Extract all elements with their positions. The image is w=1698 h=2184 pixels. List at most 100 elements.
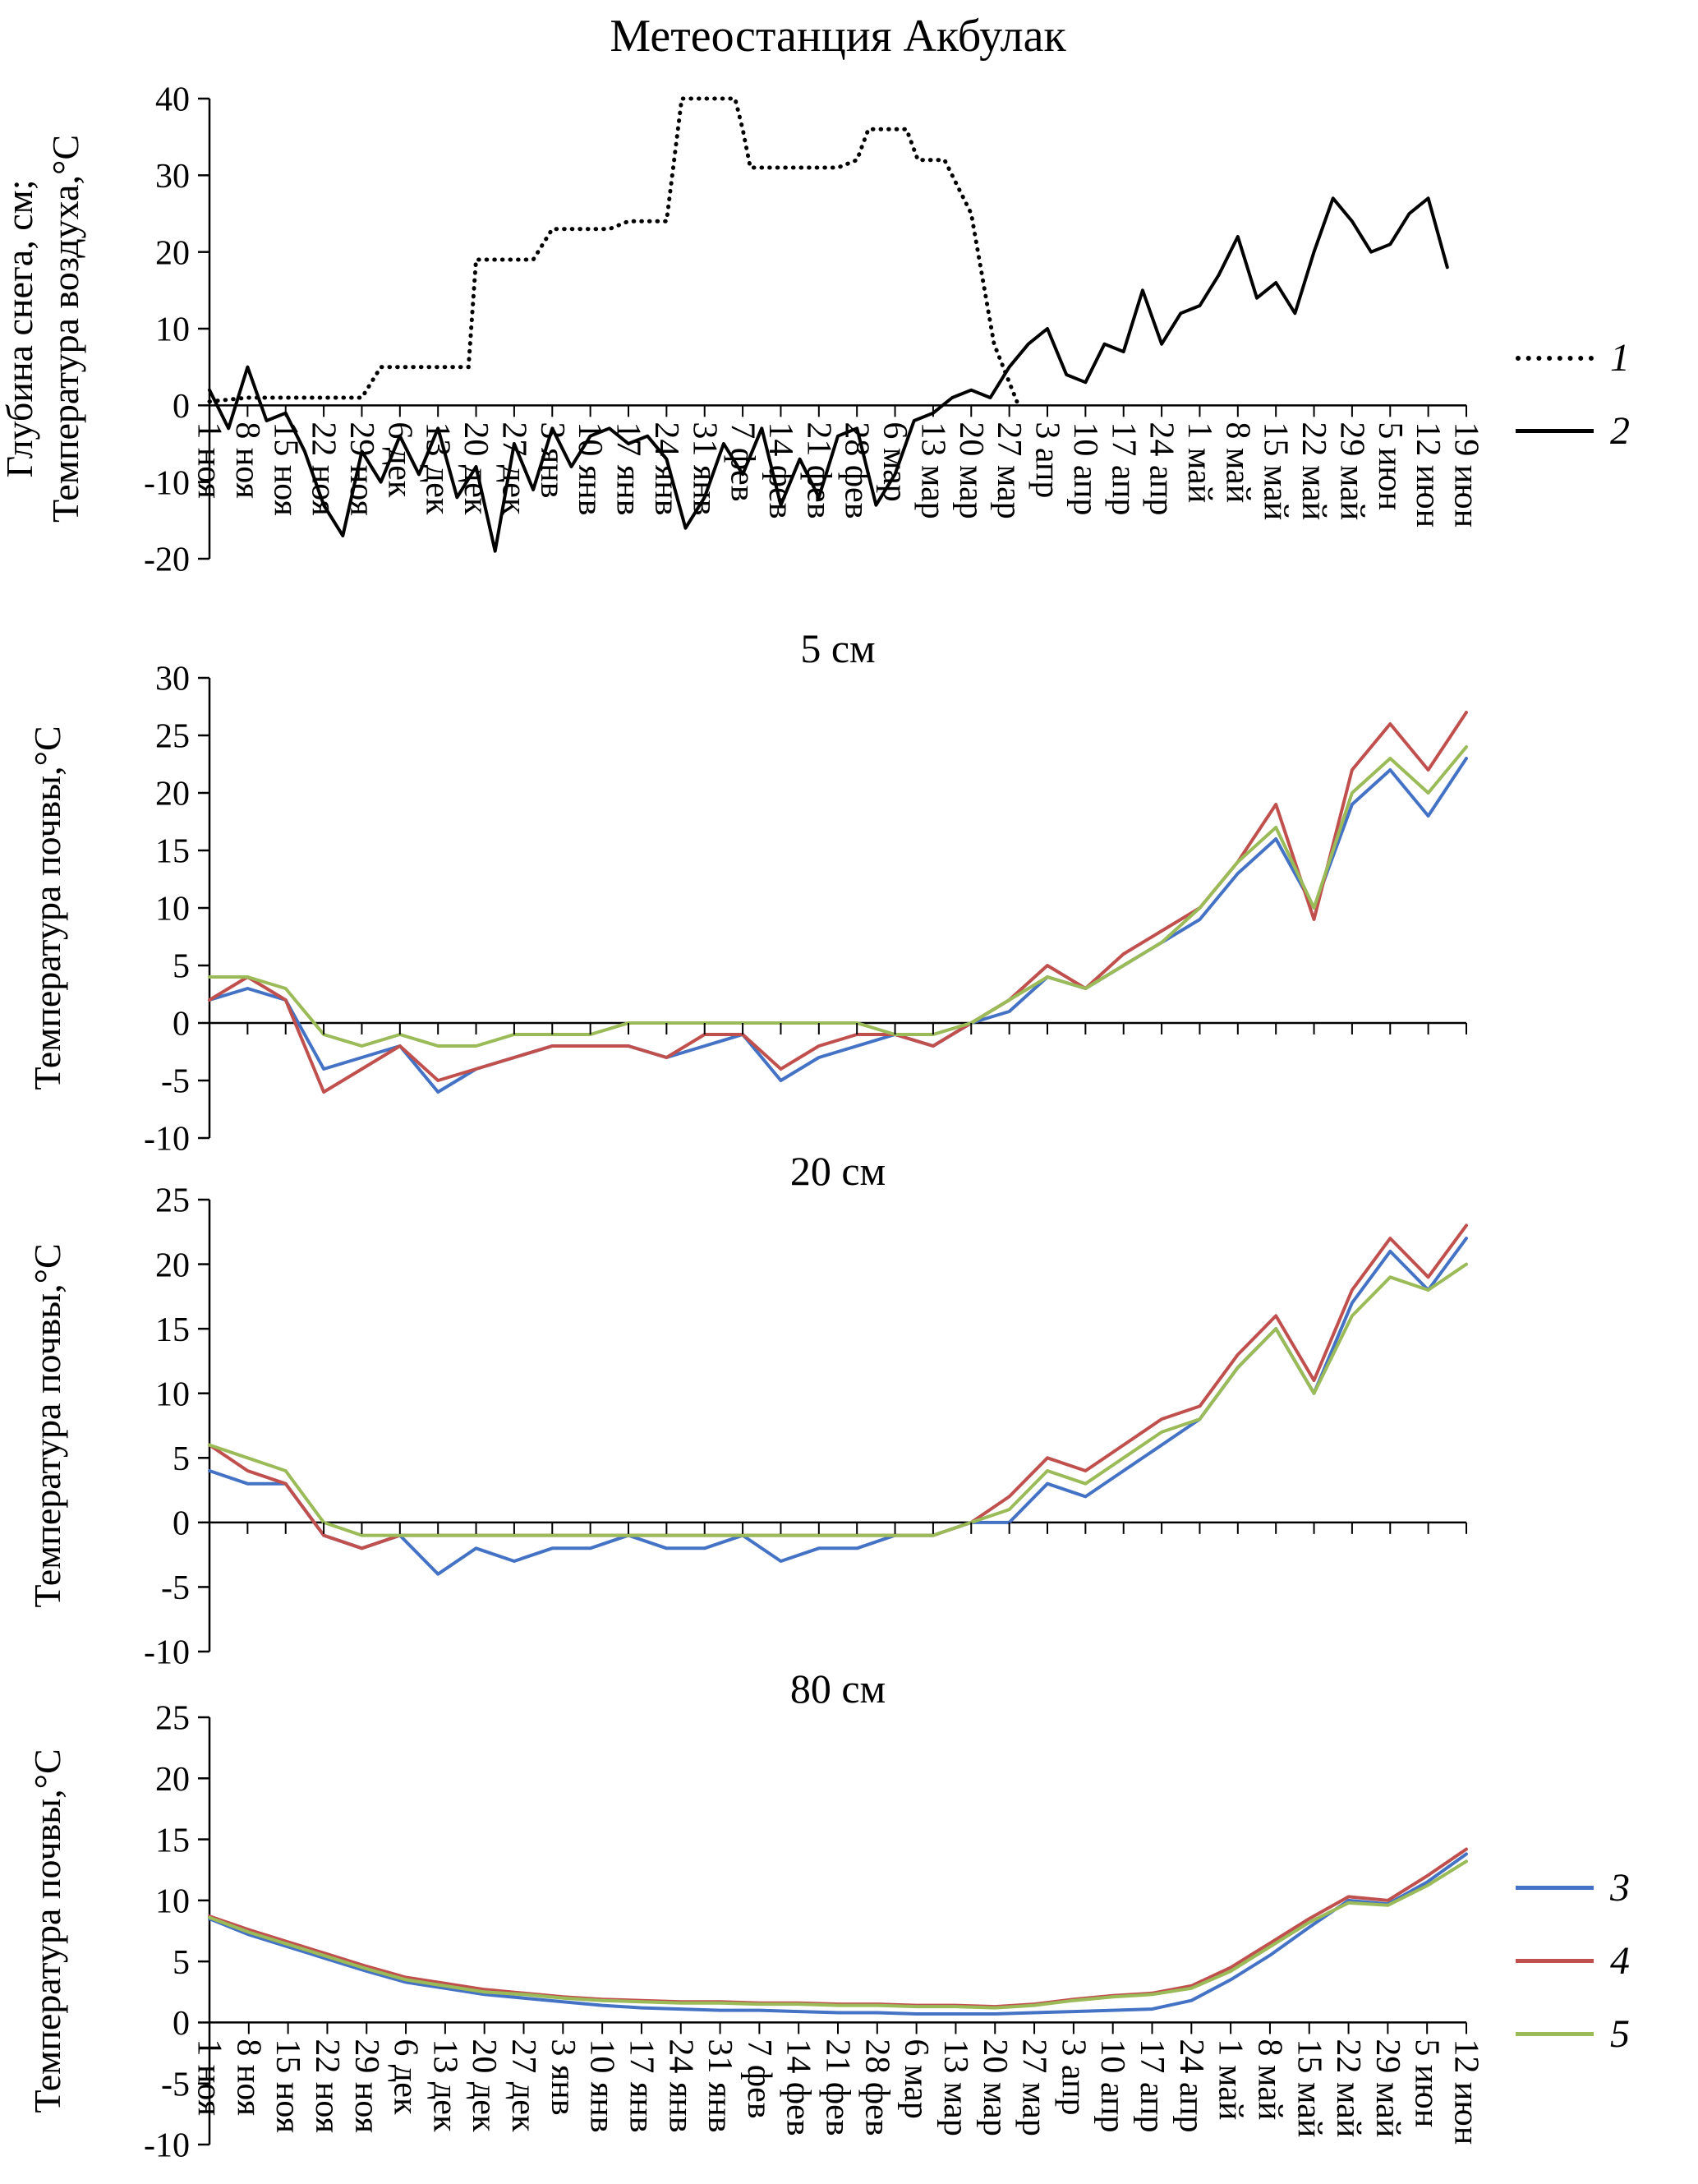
x-tick-label: 29 ноя (343, 422, 380, 516)
x-tick-label: 12 июн (1409, 422, 1447, 528)
x-tick-label: 12 июн (1447, 2039, 1485, 2145)
series4-line-sample-icon (1516, 1959, 1594, 1963)
x-tick-label: 1 ноя (191, 2039, 228, 2116)
series-line-5 (208, 1262, 1468, 1537)
series-line-5 (208, 1859, 1468, 2010)
series-line-5 (208, 745, 1468, 1048)
x-tick-label: 20 дек (457, 422, 495, 515)
x-tick-label: 31 янв (685, 422, 723, 515)
x-tick-label: 15 май (1290, 2039, 1328, 2137)
x-tick-label: 1 май (1180, 422, 1218, 503)
y-axis-title-80cm: Температура почвы,°C (26, 1749, 68, 2113)
x-tick-label: 3 янв (544, 2039, 582, 2115)
y-tick-label: 10 (155, 891, 190, 928)
y-axis-title-line1: Глубина снега, см; (0, 179, 40, 478)
y-tick-label: 0 (173, 2005, 190, 2043)
y-tick-label: 0 (173, 388, 190, 426)
y-tick-label: 15 (155, 1822, 190, 1859)
x-tick-label: 22 май (1329, 2039, 1367, 2137)
x-tick-label: 10 апр (1066, 422, 1104, 515)
series-line-4 (208, 1223, 1468, 1550)
legend-item-series4: 4 (1516, 1938, 1630, 1984)
x-tick-label: 3 апр (1054, 2039, 1092, 2115)
y-tick-label: 30 (155, 158, 190, 196)
x-tick-label: 20 мар (952, 422, 990, 518)
y-axis-title-5cm: Температура почвы,°C (26, 726, 68, 1090)
x-tick-label: 8 ноя (229, 2039, 267, 2116)
legend-label: 4 (1610, 1939, 1630, 1983)
x-tick-label: 13 дек (426, 2039, 463, 2132)
x-tick-label: 31 янв (701, 2039, 739, 2132)
y-tick-label: -5 (161, 1063, 190, 1101)
y-tick-label: 0 (173, 1505, 190, 1543)
x-tick-label: 6 дек (380, 422, 418, 498)
series-line-4 (208, 711, 1468, 1094)
legend-label: 1 (1610, 336, 1630, 380)
x-tick-label: 19 июн (1447, 422, 1485, 528)
legend-air: 1 2 (1516, 335, 1630, 454)
x-tick-label: 3 янв (533, 422, 571, 498)
series3-line-sample-icon (1516, 1886, 1594, 1890)
y-tick-label: 15 (155, 833, 190, 871)
y-axis-title-line2: Температура воздуха,°C (44, 134, 86, 523)
x-tick-label: 10 янв (571, 422, 609, 515)
x-tick-label: 24 янв (647, 422, 685, 515)
y-tick-label: -10 (144, 464, 190, 502)
y-tick-label: -10 (144, 1121, 190, 1159)
y-tick-label: 20 (155, 1246, 190, 1284)
x-tick-label: 21 фев (799, 422, 837, 518)
series-line-1 (207, 96, 1019, 404)
y-tick-label: 10 (155, 311, 190, 349)
y-tick-label: -10 (144, 2127, 190, 2165)
series-line-3 (208, 1237, 1468, 1576)
legend-item-series3: 3 (1516, 1865, 1630, 1910)
x-tick-label: 6 дек (387, 2039, 425, 2115)
x-tick-label: 7 фев (724, 422, 762, 501)
legend-item-snow: 1 (1516, 335, 1630, 380)
y-axis-title-air: Глубина снега, см; Температура воздуха,°… (0, 135, 89, 523)
legend-label: 3 (1610, 1866, 1630, 1910)
y-tick-label: 20 (155, 776, 190, 813)
x-tick-label: 22 ноя (308, 2039, 346, 2133)
x-tick-label: 24 янв (661, 2039, 699, 2132)
x-tick-label: 17 янв (610, 422, 647, 515)
x-tick-label: 17 янв (622, 2039, 660, 2132)
y-tick-label: 10 (155, 1883, 190, 1921)
y-tick-label: 20 (155, 234, 190, 272)
x-tick-label: 1 май (1212, 2039, 1249, 2120)
x-tick-label: 5 июн (1408, 2039, 1446, 2127)
y-tick-label: 0 (173, 1006, 190, 1044)
x-tick-label: 8 май (1250, 2039, 1288, 2120)
x-tick-label: 29 май (1332, 422, 1370, 520)
y-tick-label: 25 (155, 1182, 190, 1220)
x-tick-label: 13 мар (936, 2039, 974, 2136)
y-tick-label: 5 (173, 1440, 190, 1478)
subtitle-5cm: 5 см (800, 625, 876, 671)
x-tick-label: 8 май (1218, 422, 1256, 503)
y-tick-label: 10 (155, 1375, 190, 1413)
subtitle-80cm: 80 см (789, 1666, 886, 1712)
x-tick-label: 20 мар (976, 2039, 1014, 2136)
y-tick-label: 30 (155, 661, 190, 698)
y-tick-label: -20 (144, 541, 190, 579)
x-tick-label: 29 май (1369, 2039, 1406, 2137)
x-tick-label: 1 ноя (191, 422, 228, 499)
x-tick-label: 14 фев (762, 422, 799, 518)
x-tick-label: 21 фев (819, 2039, 857, 2136)
x-tick-label: 27 мар (990, 422, 1028, 518)
series-line-4 (208, 1847, 1468, 2009)
subtitle-20cm: 20 см (789, 1148, 886, 1194)
series-line-3 (208, 757, 1468, 1094)
y-tick-label: 20 (155, 1761, 190, 1799)
x-tick-label: 8 ноя (228, 422, 266, 499)
x-tick-label: 17 апр (1104, 422, 1142, 515)
x-tick-label: 6 мар (876, 422, 913, 501)
x-tick-label: 13 мар (913, 422, 951, 518)
x-tick-label: 20 дек (465, 2039, 503, 2132)
x-tick-label: 15 ноя (269, 2039, 306, 2133)
legend-item-series5: 5 (1516, 2011, 1630, 2057)
series-line-2 (208, 196, 1449, 553)
snow-line-sample-icon (1516, 355, 1594, 361)
airtemp-line-sample-icon (1516, 429, 1594, 433)
